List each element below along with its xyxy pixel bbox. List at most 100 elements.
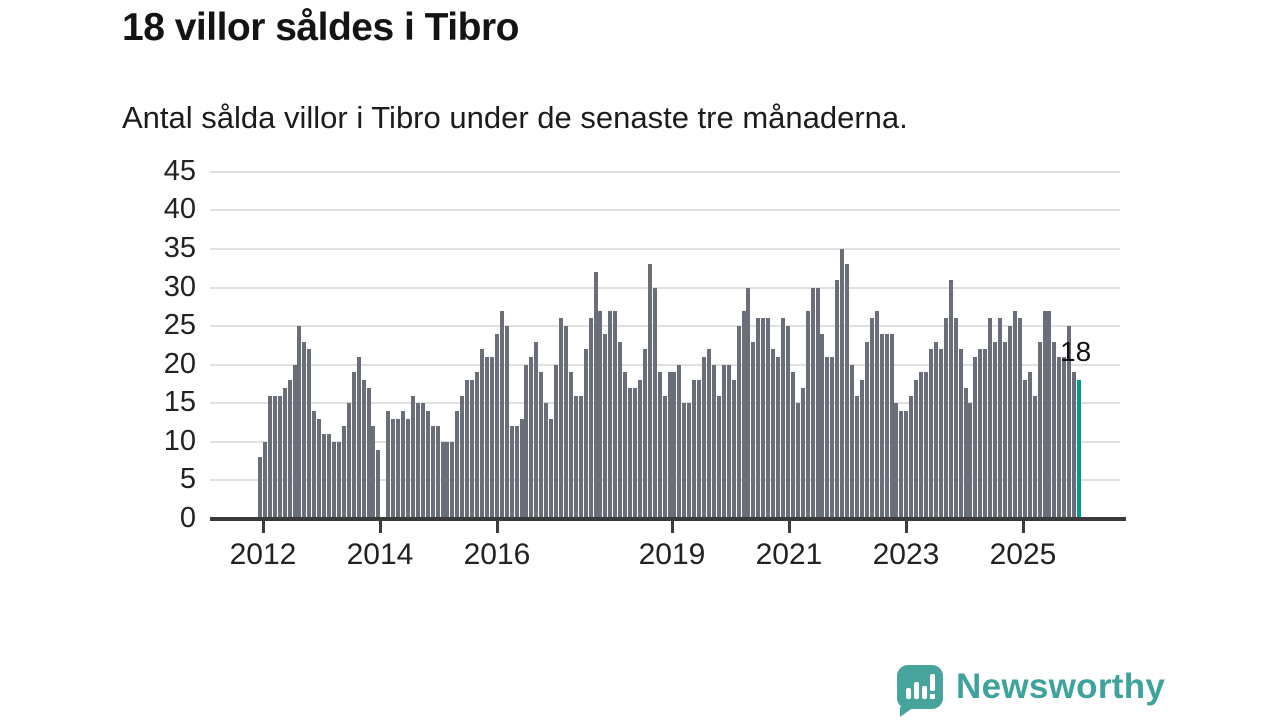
bar bbox=[351, 372, 356, 519]
bar bbox=[988, 318, 993, 519]
bar bbox=[884, 333, 889, 519]
bar bbox=[539, 372, 544, 519]
bar bbox=[435, 426, 440, 519]
bar bbox=[711, 364, 716, 519]
bar bbox=[845, 264, 850, 519]
bar bbox=[410, 395, 415, 519]
bar bbox=[544, 403, 549, 519]
bar bbox=[800, 387, 805, 519]
x-axis-tick bbox=[379, 521, 382, 533]
gridline-y-40 bbox=[210, 209, 1120, 212]
bar bbox=[785, 326, 790, 519]
bar bbox=[805, 310, 810, 519]
y-axis-tick-label: 20 bbox=[163, 347, 196, 380]
bar-current-highlight bbox=[1077, 380, 1082, 519]
bar bbox=[820, 333, 825, 519]
newsworthy-logo: Newsworthy bbox=[897, 665, 1166, 717]
bar bbox=[855, 395, 859, 519]
x-axis-tick-label: 2016 bbox=[463, 538, 531, 571]
bar bbox=[489, 357, 494, 519]
bar bbox=[1067, 326, 1072, 519]
bar bbox=[282, 387, 287, 519]
bar bbox=[899, 411, 904, 519]
bar bbox=[958, 349, 963, 519]
bar bbox=[662, 395, 667, 519]
bar bbox=[336, 441, 341, 519]
bar bbox=[938, 349, 943, 519]
bar bbox=[835, 279, 840, 519]
newsworthy-logo-text: Newsworthy bbox=[956, 667, 1166, 706]
bar bbox=[953, 318, 958, 519]
bar bbox=[968, 403, 973, 519]
bar bbox=[267, 395, 272, 519]
bar bbox=[795, 403, 800, 519]
x-axis-tick bbox=[671, 521, 674, 533]
x-axis-tick-label: 2021 bbox=[755, 538, 823, 571]
bar bbox=[401, 411, 406, 519]
bar bbox=[721, 364, 726, 519]
bar bbox=[869, 318, 874, 519]
bar bbox=[322, 434, 327, 519]
bar bbox=[1032, 395, 1037, 519]
gridline-y-45 bbox=[210, 170, 1120, 173]
bar bbox=[1062, 357, 1067, 519]
page-title: 18 villor såldes i Tibro bbox=[122, 6, 519, 49]
bar bbox=[874, 310, 879, 519]
gridline-y-25 bbox=[210, 325, 1120, 328]
bar bbox=[652, 287, 657, 519]
bar bbox=[292, 364, 297, 519]
bar bbox=[598, 310, 603, 519]
bar bbox=[391, 418, 396, 519]
bar bbox=[943, 318, 948, 519]
bar bbox=[973, 357, 978, 519]
bar bbox=[549, 418, 554, 519]
bar bbox=[706, 349, 711, 519]
bar bbox=[830, 357, 835, 519]
y-axis-tick-label: 10 bbox=[163, 424, 196, 457]
bar bbox=[657, 372, 662, 519]
bar bbox=[978, 349, 983, 519]
bar bbox=[465, 380, 470, 519]
bar bbox=[302, 341, 307, 519]
bar bbox=[850, 364, 855, 519]
bar bbox=[1042, 310, 1047, 519]
bar bbox=[889, 333, 894, 519]
bar bbox=[588, 318, 593, 519]
bar bbox=[356, 357, 361, 519]
bar bbox=[637, 380, 642, 519]
gridline-y-30 bbox=[210, 286, 1120, 289]
bar bbox=[741, 310, 746, 519]
bar bbox=[933, 341, 938, 519]
bar bbox=[682, 403, 687, 519]
bar bbox=[312, 411, 317, 519]
bar bbox=[450, 441, 455, 519]
bar bbox=[593, 272, 598, 519]
bar bbox=[287, 380, 292, 519]
bar bbox=[386, 411, 391, 519]
bar bbox=[529, 357, 534, 519]
bar bbox=[810, 287, 815, 519]
bar bbox=[894, 403, 899, 519]
latest-value-label: 18 bbox=[1060, 336, 1092, 367]
bar bbox=[583, 349, 588, 519]
y-axis-tick-label: 35 bbox=[163, 232, 196, 264]
bar bbox=[781, 318, 785, 519]
bar bbox=[776, 357, 781, 519]
x-axis-tick-label: 2025 bbox=[989, 538, 1057, 571]
bar bbox=[919, 372, 924, 519]
bar bbox=[904, 411, 909, 519]
bar bbox=[746, 287, 751, 519]
bar bbox=[578, 395, 583, 519]
bar bbox=[1047, 310, 1052, 519]
bar bbox=[859, 380, 864, 519]
bar bbox=[628, 387, 633, 519]
bar bbox=[613, 310, 618, 519]
bar bbox=[420, 403, 425, 519]
bar bbox=[677, 364, 682, 519]
y-axis-tick-label: 5 bbox=[179, 463, 196, 496]
bar bbox=[573, 395, 578, 519]
bar bbox=[642, 349, 647, 519]
bar bbox=[632, 387, 637, 519]
bar bbox=[761, 318, 766, 519]
bar bbox=[998, 318, 1003, 519]
